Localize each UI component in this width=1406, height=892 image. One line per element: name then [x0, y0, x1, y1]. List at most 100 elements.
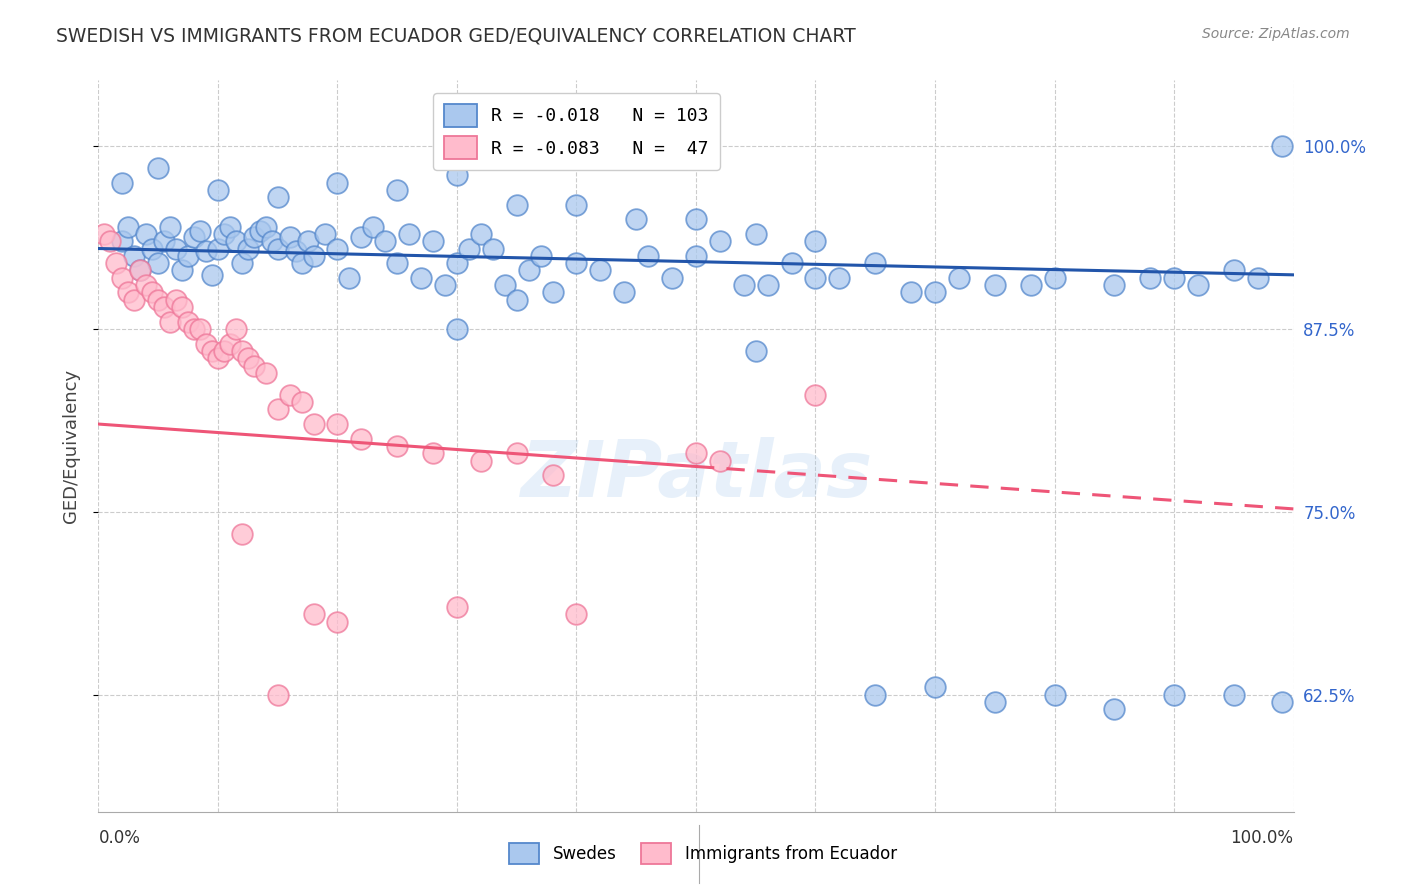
Point — [231, 343, 253, 358]
Point — [212, 343, 235, 358]
Point — [446, 169, 468, 183]
Point — [828, 270, 851, 285]
Point — [865, 688, 887, 702]
Point — [212, 227, 235, 241]
Point — [1104, 278, 1126, 293]
Legend: R = -0.018   N = 103, R = -0.083   N =  47: R = -0.018 N = 103, R = -0.083 N = 47 — [433, 93, 720, 170]
Point — [804, 270, 827, 285]
Point — [165, 293, 187, 307]
Point — [1187, 278, 1209, 293]
Point — [183, 229, 205, 244]
Point — [267, 242, 290, 256]
Point — [661, 270, 683, 285]
Point — [201, 268, 224, 282]
Point — [291, 256, 314, 270]
Point — [188, 224, 211, 238]
Point — [1104, 702, 1126, 716]
Point — [446, 322, 468, 336]
Point — [709, 234, 731, 248]
Point — [565, 607, 588, 622]
Point — [148, 256, 170, 270]
Point — [195, 244, 218, 259]
Point — [984, 695, 1007, 709]
Point — [1043, 270, 1066, 285]
Point — [129, 263, 152, 277]
Point — [165, 242, 187, 256]
Point — [243, 229, 266, 244]
Point — [236, 242, 259, 256]
Point — [177, 249, 200, 263]
Point — [172, 263, 194, 277]
Point — [339, 270, 361, 285]
Point — [117, 219, 139, 234]
Point — [98, 234, 122, 248]
Point — [1163, 270, 1185, 285]
Point — [183, 322, 205, 336]
Point — [153, 234, 176, 248]
Point — [709, 453, 731, 467]
Y-axis label: GED/Equivalency: GED/Equivalency — [62, 369, 80, 523]
Point — [129, 263, 152, 277]
Point — [231, 256, 253, 270]
Text: 100.0%: 100.0% — [1230, 830, 1294, 847]
Point — [565, 256, 588, 270]
Point — [1247, 270, 1270, 285]
Text: SWEDISH VS IMMIGRANTS FROM ECUADOR GED/EQUIVALENCY CORRELATION CHART: SWEDISH VS IMMIGRANTS FROM ECUADOR GED/E… — [56, 27, 856, 45]
Point — [326, 176, 349, 190]
Point — [260, 234, 283, 248]
Point — [385, 439, 409, 453]
Point — [411, 270, 433, 285]
Point — [284, 244, 307, 259]
Point — [105, 256, 128, 270]
Point — [506, 293, 529, 307]
Point — [111, 234, 134, 248]
Point — [219, 336, 242, 351]
Point — [506, 197, 529, 211]
Point — [924, 681, 946, 695]
Text: 0.0%: 0.0% — [98, 830, 141, 847]
Point — [685, 249, 707, 263]
Point — [685, 446, 707, 460]
Text: Source: ZipAtlas.com: Source: ZipAtlas.com — [1202, 27, 1350, 41]
Point — [326, 615, 349, 629]
Point — [159, 315, 181, 329]
Point — [207, 183, 229, 197]
Point — [398, 227, 420, 241]
Point — [1139, 270, 1161, 285]
Point — [565, 197, 588, 211]
Point — [153, 300, 176, 314]
Point — [804, 388, 827, 402]
Point — [315, 227, 337, 241]
Point — [422, 446, 444, 460]
Point — [117, 285, 139, 300]
Point — [470, 453, 492, 467]
Point — [900, 285, 922, 300]
Point — [177, 315, 200, 329]
Point — [385, 256, 409, 270]
Point — [148, 161, 170, 175]
Point — [350, 432, 373, 446]
Point — [756, 278, 779, 293]
Point — [297, 234, 319, 248]
Point — [530, 249, 553, 263]
Point — [267, 402, 290, 417]
Point — [541, 285, 564, 300]
Point — [111, 176, 134, 190]
Point — [302, 417, 325, 431]
Point — [1271, 139, 1294, 153]
Point — [278, 388, 301, 402]
Point — [1223, 688, 1246, 702]
Point — [470, 227, 492, 241]
Point — [780, 256, 803, 270]
Point — [188, 322, 211, 336]
Point — [1223, 263, 1246, 277]
Point — [326, 417, 349, 431]
Point — [984, 278, 1007, 293]
Point — [249, 224, 271, 238]
Point — [1043, 688, 1066, 702]
Point — [804, 234, 827, 248]
Point — [626, 212, 648, 227]
Point — [207, 351, 229, 366]
Point — [201, 343, 224, 358]
Point — [302, 607, 325, 622]
